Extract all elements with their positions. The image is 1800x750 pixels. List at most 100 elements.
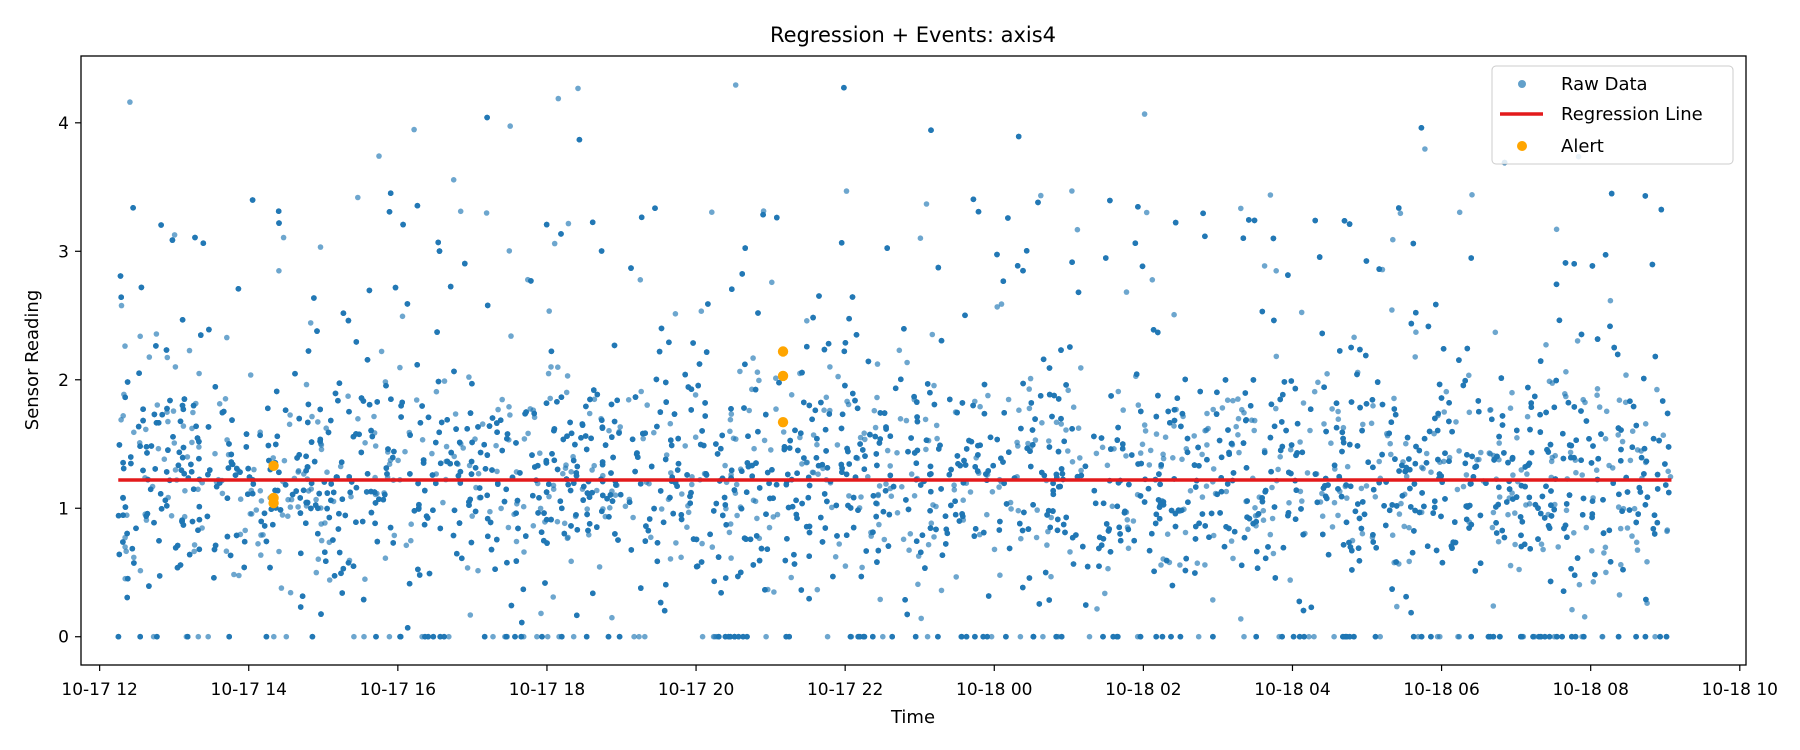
raw-data-point bbox=[548, 364, 554, 370]
raw-data-point bbox=[372, 443, 379, 449]
raw-data-point bbox=[1238, 205, 1244, 212]
raw-data-point bbox=[1434, 633, 1441, 640]
raw-data-point bbox=[1642, 421, 1649, 427]
raw-data-point bbox=[562, 465, 569, 472]
raw-data-point bbox=[464, 565, 471, 571]
raw-data-point bbox=[1667, 474, 1674, 480]
raw-data-point bbox=[1210, 597, 1216, 603]
raw-data-point bbox=[684, 524, 690, 530]
raw-data-point bbox=[1359, 530, 1366, 537]
raw-data-point bbox=[1149, 277, 1156, 283]
raw-data-point bbox=[506, 248, 513, 254]
raw-data-point bbox=[1109, 503, 1116, 510]
raw-data-point bbox=[881, 536, 888, 543]
raw-data-point bbox=[1171, 311, 1177, 318]
raw-data-point bbox=[537, 450, 543, 457]
raw-data-point bbox=[450, 177, 457, 183]
raw-data-point bbox=[564, 373, 571, 379]
raw-data-point bbox=[1509, 389, 1515, 396]
raw-data-point bbox=[355, 194, 361, 201]
raw-data-point bbox=[1443, 388, 1450, 395]
raw-data-point bbox=[1335, 512, 1341, 519]
raw-data-point bbox=[123, 548, 129, 555]
raw-data-point bbox=[530, 523, 537, 529]
raw-data-point bbox=[565, 534, 571, 541]
raw-data-point bbox=[1077, 455, 1083, 461]
raw-data-point bbox=[756, 377, 762, 384]
raw-data-point bbox=[1093, 450, 1100, 457]
raw-data-point bbox=[770, 514, 777, 520]
raw-data-point bbox=[295, 468, 302, 474]
raw-data-point bbox=[606, 427, 612, 434]
raw-data-point bbox=[1412, 354, 1418, 360]
raw-data-point bbox=[1179, 456, 1185, 463]
raw-data-point bbox=[1147, 447, 1154, 454]
raw-data-point bbox=[727, 521, 734, 527]
raw-data-point bbox=[399, 313, 406, 320]
raw-data-point bbox=[258, 498, 265, 504]
raw-data-point bbox=[382, 555, 389, 561]
raw-data-point bbox=[1170, 455, 1176, 461]
raw-data-point bbox=[997, 572, 1003, 578]
raw-data-point bbox=[1104, 462, 1111, 469]
raw-data-point bbox=[195, 486, 201, 493]
raw-data-point bbox=[555, 95, 562, 102]
raw-data-point bbox=[1298, 309, 1305, 316]
raw-data-point bbox=[180, 423, 187, 429]
raw-data-point bbox=[395, 457, 401, 464]
raw-data-point bbox=[732, 82, 739, 88]
raw-data-point bbox=[467, 612, 474, 618]
raw-data-point bbox=[858, 494, 864, 500]
raw-data-point bbox=[1602, 436, 1609, 442]
raw-data-point bbox=[1509, 490, 1515, 496]
raw-data-point bbox=[287, 589, 294, 596]
raw-data-point bbox=[815, 471, 821, 478]
raw-data-point bbox=[1026, 405, 1033, 412]
raw-data-point bbox=[644, 402, 650, 408]
raw-data-point bbox=[951, 482, 957, 489]
raw-data-point bbox=[1034, 507, 1040, 513]
raw-data-point bbox=[507, 123, 513, 129]
raw-data-point bbox=[1230, 555, 1236, 562]
raw-data-point bbox=[1617, 525, 1624, 532]
raw-data-point bbox=[1311, 388, 1318, 395]
raw-data-point bbox=[1555, 544, 1561, 550]
raw-data-point bbox=[1194, 560, 1201, 566]
raw-data-point bbox=[953, 574, 959, 580]
raw-data-point bbox=[911, 493, 918, 499]
raw-data-point bbox=[1363, 483, 1370, 489]
raw-data-point bbox=[876, 521, 882, 528]
raw-data-point bbox=[1596, 404, 1603, 410]
raw-data-point bbox=[525, 430, 531, 437]
raw-data-point bbox=[1239, 406, 1245, 413]
raw-data-point bbox=[286, 421, 293, 428]
raw-data-point bbox=[1328, 440, 1334, 447]
raw-data-point bbox=[1139, 441, 1146, 448]
raw-data-point bbox=[561, 520, 568, 527]
raw-data-point bbox=[991, 546, 998, 553]
raw-data-point bbox=[1615, 504, 1622, 510]
raw-data-point bbox=[521, 436, 528, 442]
raw-data-point bbox=[612, 492, 619, 499]
raw-data-point bbox=[361, 633, 367, 640]
raw-data-point bbox=[1321, 421, 1327, 427]
raw-data-point bbox=[874, 361, 881, 367]
raw-data-point bbox=[212, 450, 218, 457]
raw-data-point bbox=[443, 443, 450, 450]
raw-data-point bbox=[773, 375, 779, 382]
raw-data-point bbox=[726, 529, 733, 536]
raw-data-point bbox=[859, 564, 865, 571]
raw-data-point bbox=[508, 333, 514, 339]
raw-data-point bbox=[1160, 455, 1167, 462]
raw-data-point bbox=[1267, 192, 1274, 198]
raw-data-point bbox=[285, 513, 291, 519]
raw-data-point bbox=[251, 466, 257, 473]
raw-data-point bbox=[402, 448, 408, 455]
raw-data-point bbox=[315, 419, 321, 425]
raw-data-point bbox=[1224, 397, 1231, 404]
raw-data-point bbox=[824, 633, 831, 640]
raw-data-point bbox=[774, 511, 781, 518]
raw-data-point bbox=[460, 445, 467, 451]
raw-data-point bbox=[709, 544, 716, 550]
raw-data-point bbox=[1456, 209, 1463, 216]
